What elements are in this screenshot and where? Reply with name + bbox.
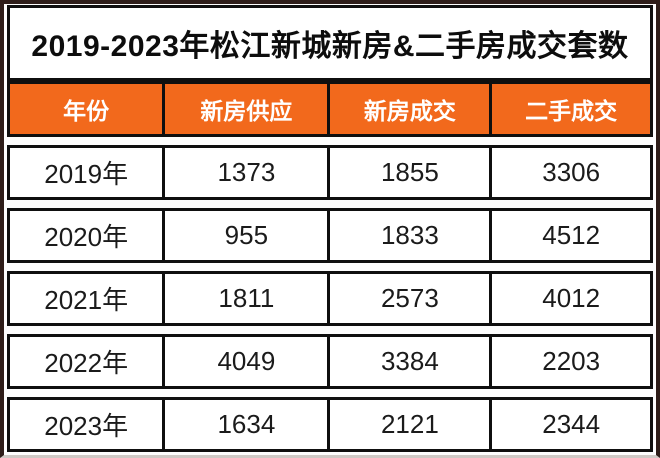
value-cell: 4012 <box>489 274 650 323</box>
value-cell: 1855 <box>327 148 490 197</box>
table-row-2023: 2023年 1634 2121 2344 <box>7 397 653 452</box>
value-cell: 2121 <box>327 400 490 449</box>
value-cell: 4049 <box>162 337 328 386</box>
table-row-2022: 2022年 4049 3384 2203 <box>7 334 653 389</box>
value-cell: 2344 <box>489 400 650 449</box>
page-title: 2019-2023年松江新城新房&二手房成交套数 <box>7 5 653 81</box>
year-cell: 2019年 <box>10 148 163 197</box>
value-cell: 1373 <box>162 148 328 197</box>
value-cell: 3306 <box>489 148 650 197</box>
value-cell: 2573 <box>327 274 490 323</box>
header-cell-secondhand-deals: 二手成交 <box>489 84 650 134</box>
value-cell: 955 <box>162 211 328 260</box>
header-cell-year: 年份 <box>10 84 163 134</box>
value-cell: 3384 <box>327 337 490 386</box>
year-cell: 2021年 <box>10 274 163 323</box>
table-row-2021: 2021年 1811 2573 4012 <box>7 271 653 326</box>
value-cell: 1634 <box>162 400 328 449</box>
value-cell: 1833 <box>327 211 490 260</box>
year-cell: 2020年 <box>10 211 163 260</box>
header-cell-new-deals: 新房成交 <box>327 84 490 134</box>
year-cell: 2023年 <box>10 400 163 449</box>
value-cell: 2203 <box>489 337 650 386</box>
year-cell: 2022年 <box>10 337 163 386</box>
table-row-2019: 2019年 1373 1855 3306 <box>7 145 653 200</box>
value-cell: 1811 <box>162 274 328 323</box>
table-row-2020: 2020年 955 1833 4512 <box>7 208 653 263</box>
value-cell: 4512 <box>489 211 650 260</box>
header-row: 年份 新房供应 新房成交 二手成交 <box>7 81 653 137</box>
header-cell-new-supply: 新房供应 <box>162 84 328 134</box>
